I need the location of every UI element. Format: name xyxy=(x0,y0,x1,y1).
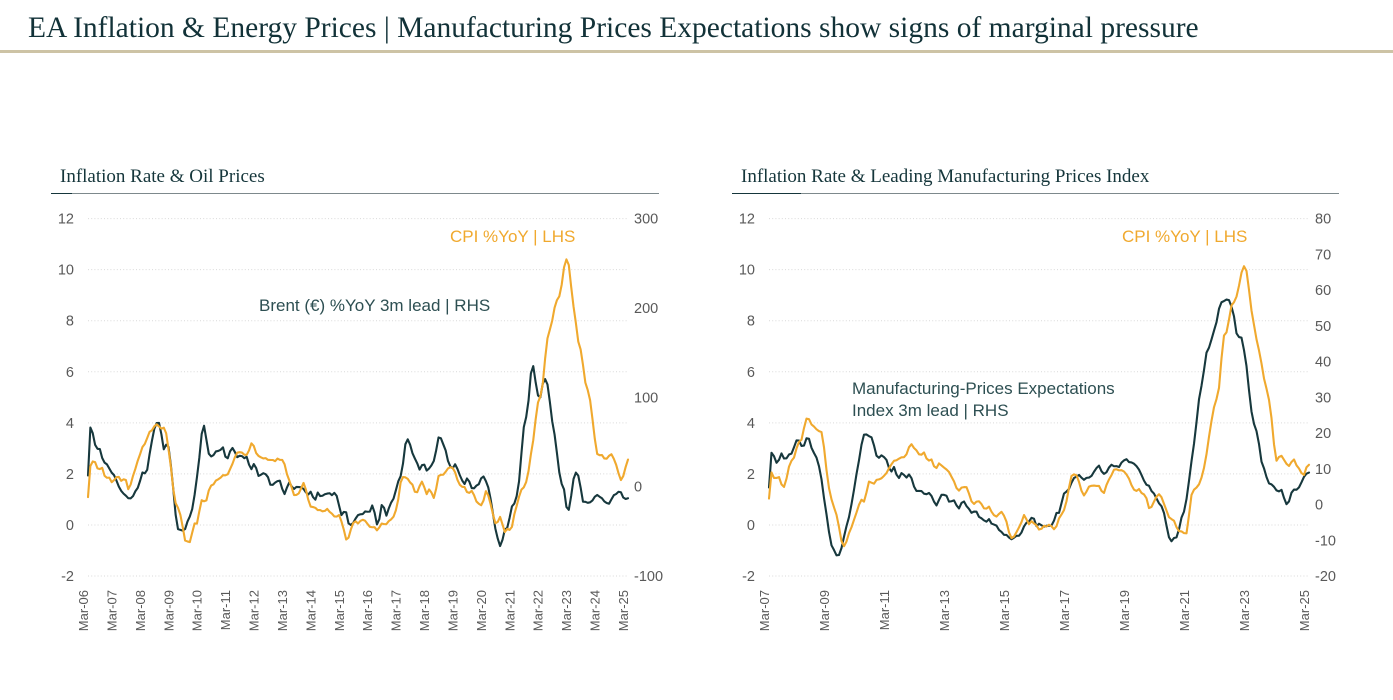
svg-text:-2: -2 xyxy=(61,569,74,585)
svg-text:Mar-23: Mar-23 xyxy=(559,590,574,631)
svg-text:Mar-11: Mar-11 xyxy=(218,590,233,630)
svg-text:10: 10 xyxy=(739,263,755,279)
svg-text:Mar-21: Mar-21 xyxy=(502,590,517,631)
svg-text:Mar-13: Mar-13 xyxy=(275,590,290,631)
svg-text:200: 200 xyxy=(634,301,658,317)
svg-text:0: 0 xyxy=(747,518,755,534)
svg-text:0: 0 xyxy=(634,480,642,496)
svg-text:Mar-17: Mar-17 xyxy=(389,590,404,631)
svg-text:Mar-15: Mar-15 xyxy=(997,590,1012,631)
svg-text:2: 2 xyxy=(747,467,755,483)
svg-text:6: 6 xyxy=(66,365,74,381)
svg-text:12: 12 xyxy=(739,212,755,228)
svg-text:0: 0 xyxy=(66,518,74,534)
svg-text:Mar-09: Mar-09 xyxy=(817,590,832,631)
svg-text:-2: -2 xyxy=(742,569,755,585)
svg-text:Mar-19: Mar-19 xyxy=(445,590,460,631)
svg-text:20: 20 xyxy=(1315,426,1331,442)
svg-text:-20: -20 xyxy=(1315,569,1336,585)
svg-text:Mar-14: Mar-14 xyxy=(303,590,318,631)
svg-text:Mar-07: Mar-07 xyxy=(757,590,772,631)
svg-text:Mar-10: Mar-10 xyxy=(190,590,205,631)
svg-text:-10: -10 xyxy=(1315,533,1336,549)
svg-text:60: 60 xyxy=(1315,283,1331,299)
svg-text:300: 300 xyxy=(634,212,658,228)
svg-text:Mar-08: Mar-08 xyxy=(133,590,148,631)
svg-text:Mar-07: Mar-07 xyxy=(104,590,119,631)
svg-text:80: 80 xyxy=(1315,212,1331,228)
svg-text:Mar-25: Mar-25 xyxy=(1297,590,1312,631)
svg-text:70: 70 xyxy=(1315,247,1331,263)
svg-text:Mar-21: Mar-21 xyxy=(1177,590,1192,631)
svg-text:30: 30 xyxy=(1315,390,1331,406)
svg-text:Mar-15: Mar-15 xyxy=(332,590,347,631)
svg-text:-100: -100 xyxy=(634,569,663,585)
svg-text:Mar-19: Mar-19 xyxy=(1117,590,1132,631)
svg-text:0: 0 xyxy=(1315,498,1323,514)
svg-text:Mar-06: Mar-06 xyxy=(76,590,91,631)
svg-text:12: 12 xyxy=(58,212,74,228)
svg-text:Mar-23: Mar-23 xyxy=(1237,590,1252,631)
svg-text:10: 10 xyxy=(58,263,74,279)
svg-text:Mar-11: Mar-11 xyxy=(877,590,892,630)
svg-text:40: 40 xyxy=(1315,355,1331,371)
svg-text:Mar-12: Mar-12 xyxy=(247,590,262,631)
svg-text:Mar-16: Mar-16 xyxy=(360,590,375,631)
svg-text:10: 10 xyxy=(1315,462,1331,478)
svg-text:Mar-22: Mar-22 xyxy=(531,590,546,631)
svg-text:Mar-09: Mar-09 xyxy=(161,590,176,631)
svg-text:Mar-13: Mar-13 xyxy=(937,590,952,631)
svg-text:2: 2 xyxy=(66,467,74,483)
svg-text:4: 4 xyxy=(747,416,755,432)
svg-text:Mar-24: Mar-24 xyxy=(588,590,603,631)
svg-text:50: 50 xyxy=(1315,319,1331,335)
svg-text:Mar-20: Mar-20 xyxy=(474,590,489,631)
svg-text:8: 8 xyxy=(66,314,74,330)
svg-text:6: 6 xyxy=(747,365,755,381)
svg-text:8: 8 xyxy=(747,314,755,330)
svg-text:4: 4 xyxy=(66,416,74,432)
svg-text:Mar-18: Mar-18 xyxy=(417,590,432,631)
svg-text:Mar-25: Mar-25 xyxy=(616,590,631,631)
svg-text:Mar-17: Mar-17 xyxy=(1057,590,1072,631)
svg-text:100: 100 xyxy=(634,390,658,406)
